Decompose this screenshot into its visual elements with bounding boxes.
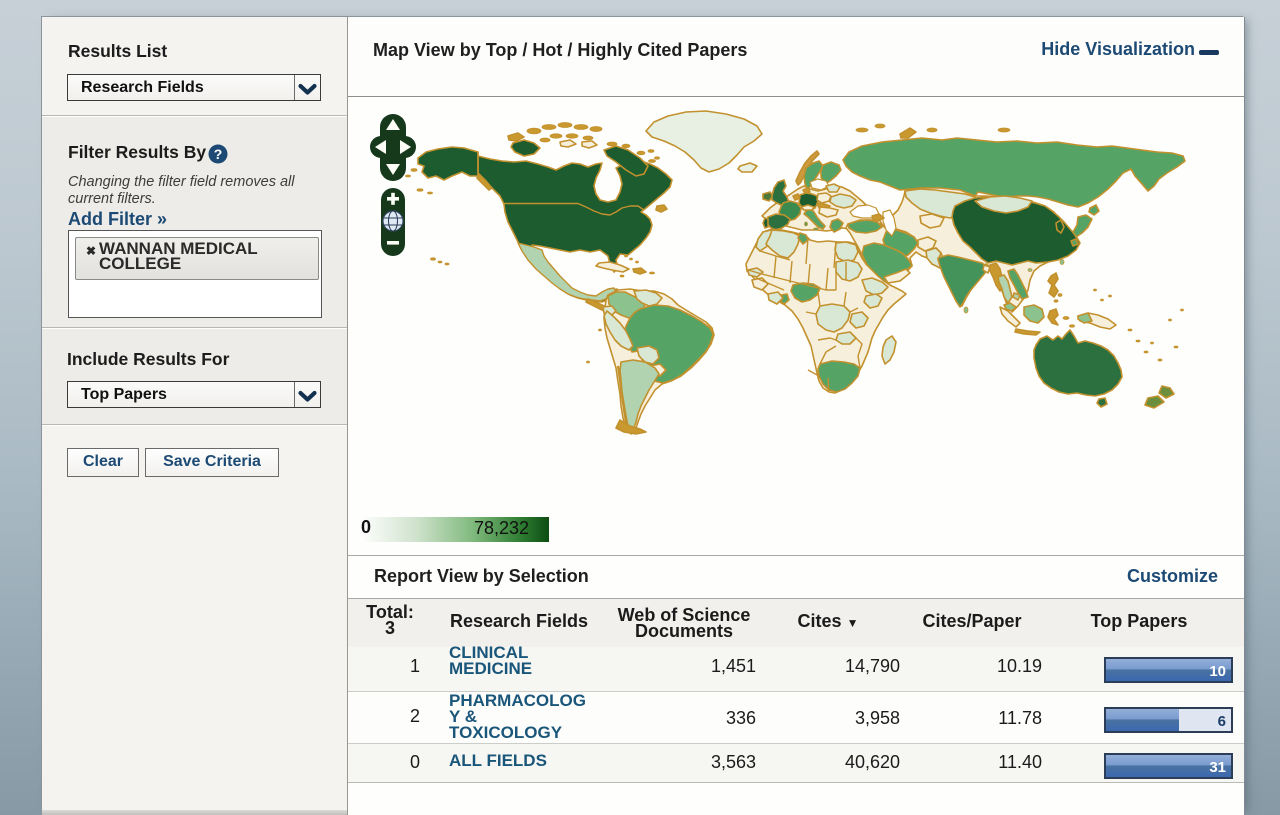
svg-text:?: ?: [214, 146, 223, 162]
